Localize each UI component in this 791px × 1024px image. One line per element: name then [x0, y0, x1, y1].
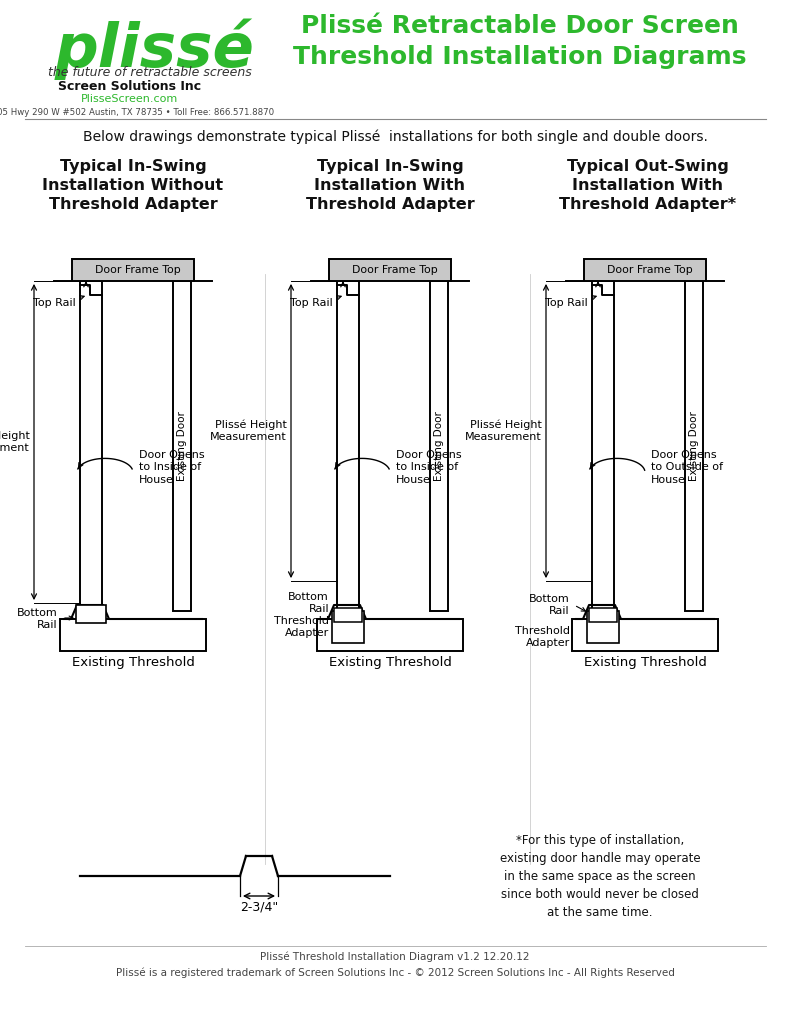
Bar — [589, 608, 617, 622]
Text: Existing Door: Existing Door — [177, 411, 187, 481]
Bar — [584, 259, 706, 281]
Text: Existing Threshold: Existing Threshold — [71, 656, 195, 669]
Text: plissé: plissé — [55, 19, 255, 81]
Text: Top Rail: Top Rail — [545, 298, 588, 308]
Text: Top Rail: Top Rail — [33, 298, 76, 308]
Text: Plissé is a registered trademark of Screen Solutions Inc - © 2012 Screen Solutio: Plissé is a registered trademark of Scre… — [115, 968, 675, 979]
Text: Existing Door: Existing Door — [434, 411, 444, 481]
Bar — [329, 259, 451, 281]
Bar — [60, 618, 206, 651]
Text: Threshold
Adapter: Threshold Adapter — [515, 626, 570, 648]
Bar — [332, 611, 364, 643]
Text: Plissé Retractable Door Screen
Threshold Installation Diagrams: Plissé Retractable Door Screen Threshold… — [293, 14, 747, 69]
Bar — [76, 605, 106, 623]
Text: Bottom
Rail: Bottom Rail — [529, 594, 570, 616]
Bar — [587, 611, 619, 643]
Text: Top Rail: Top Rail — [290, 298, 333, 308]
Bar — [430, 281, 448, 611]
Text: 6705 Hwy 290 W #502 Austin, TX 78735 • Toll Free: 866.571.8870: 6705 Hwy 290 W #502 Austin, TX 78735 • T… — [0, 108, 274, 117]
Text: Typical In-Swing
Installation Without
Threshold Adapter: Typical In-Swing Installation Without Th… — [43, 159, 224, 212]
Text: PlisseScreen.com: PlisseScreen.com — [81, 94, 179, 104]
Text: Door Opens
to Inside of
House: Door Opens to Inside of House — [396, 450, 462, 484]
Text: Door Frame Top: Door Frame Top — [607, 265, 693, 275]
Text: Plissé Threshold Installation Diagram v1.2 12.20.12: Plissé Threshold Installation Diagram v1… — [260, 952, 530, 963]
Text: Existing Door: Existing Door — [689, 411, 699, 481]
Text: *For this type of installation,
existing door handle may operate
in the same spa: *For this type of installation, existing… — [500, 834, 700, 919]
Text: Plissé Height
Measurement: Plissé Height Measurement — [210, 420, 287, 442]
Text: Typical Out-Swing
Installation With
Threshold Adapter*: Typical Out-Swing Installation With Thre… — [559, 159, 736, 212]
Text: the future of retractable screens: the future of retractable screens — [48, 66, 252, 79]
Text: Bottom
Rail: Bottom Rail — [288, 592, 329, 614]
Text: Plissé Height
Measurement: Plissé Height Measurement — [0, 430, 30, 454]
Text: Existing Threshold: Existing Threshold — [328, 656, 452, 669]
Text: Existing Threshold: Existing Threshold — [584, 656, 706, 669]
Bar — [685, 281, 703, 611]
Bar — [72, 259, 194, 281]
Text: Door Frame Top: Door Frame Top — [95, 265, 181, 275]
Text: Door Opens
to Inside of
House: Door Opens to Inside of House — [139, 450, 205, 484]
Text: Bottom
Rail: Bottom Rail — [17, 608, 58, 630]
Text: Threshold
Adapter: Threshold Adapter — [274, 615, 329, 638]
Bar — [317, 618, 463, 651]
Bar — [173, 281, 191, 611]
Text: Below drawings demonstrate typical Plissé  installations for both single and dou: Below drawings demonstrate typical Pliss… — [82, 129, 707, 143]
Bar — [334, 608, 362, 622]
Text: 2-3/4": 2-3/4" — [240, 900, 278, 913]
Bar — [337, 281, 359, 611]
Text: Typical In-Swing
Installation With
Threshold Adapter: Typical In-Swing Installation With Thres… — [305, 159, 475, 212]
Text: Plissé Height
Measurement: Plissé Height Measurement — [465, 420, 542, 442]
Text: Door Frame Top: Door Frame Top — [352, 265, 438, 275]
Bar — [572, 618, 718, 651]
Bar — [80, 281, 102, 611]
Bar — [592, 281, 614, 611]
Text: Door Opens
to Outside of
House: Door Opens to Outside of House — [651, 450, 723, 484]
Text: Screen Solutions Inc: Screen Solutions Inc — [59, 80, 202, 93]
